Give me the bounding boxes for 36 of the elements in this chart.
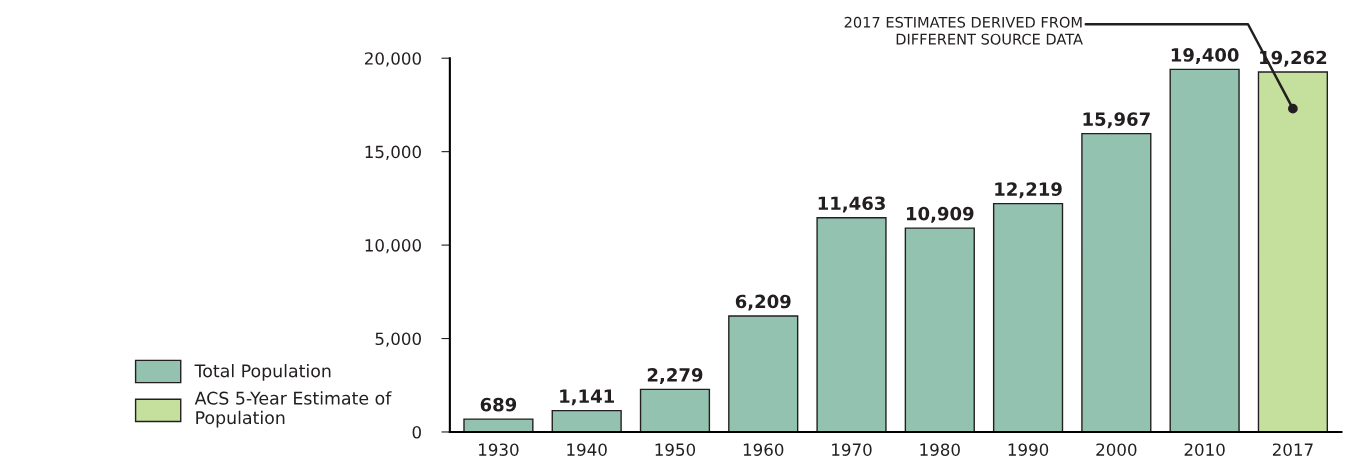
y-tick-label: 15,000: [365, 145, 421, 160]
x-tick-label: 1980: [920, 443, 960, 456]
annotation: 2017 ESTIMATES DERIVED FROM DIFFERENT SOURCE DATA: [844, 16, 1083, 45]
x-tick-label: 2017: [1272, 443, 1313, 456]
x-tick-label: 1930: [479, 443, 519, 456]
x-tick-label: 2010: [1184, 443, 1225, 456]
data-label: 6,209: [735, 294, 791, 311]
data-label: 19,400: [1171, 48, 1239, 65]
bar: [992, 202, 1064, 432]
x-tick-label: 1990: [1008, 443, 1049, 456]
x-tick-label: 1960: [743, 443, 784, 456]
y-tick-label: 20,000: [364, 52, 421, 67]
y-tick-label: 5,000: [375, 332, 421, 347]
x-tick-label: 1950: [655, 443, 696, 456]
data-label: 15,967: [1083, 112, 1150, 129]
x-tick-label: 2000: [1096, 443, 1137, 456]
legend-label: Total Population: [194, 363, 331, 381]
data-label: 689: [480, 397, 517, 412]
bar: [463, 418, 534, 432]
y-tick-label: 0: [412, 425, 421, 439]
x-tick-label: 1940: [567, 443, 607, 456]
bar: [1169, 68, 1240, 432]
bar: [639, 388, 711, 432]
legend-label: ACS 5-Year Estimate of Population: [194, 391, 392, 428]
bar: [904, 227, 975, 432]
data-label: 10,909: [906, 206, 974, 223]
bar: [816, 217, 887, 432]
bar: [551, 409, 622, 432]
data-label: 1,141: [560, 389, 614, 406]
y-tick-label: 10,000: [365, 239, 421, 254]
bar: [1081, 132, 1152, 432]
x-tick-label: 1970: [832, 443, 872, 456]
data-label: 2,279: [647, 368, 703, 385]
data-label: 12,219: [995, 182, 1062, 199]
data-label: 11,463: [818, 196, 885, 213]
bar: [728, 315, 799, 432]
